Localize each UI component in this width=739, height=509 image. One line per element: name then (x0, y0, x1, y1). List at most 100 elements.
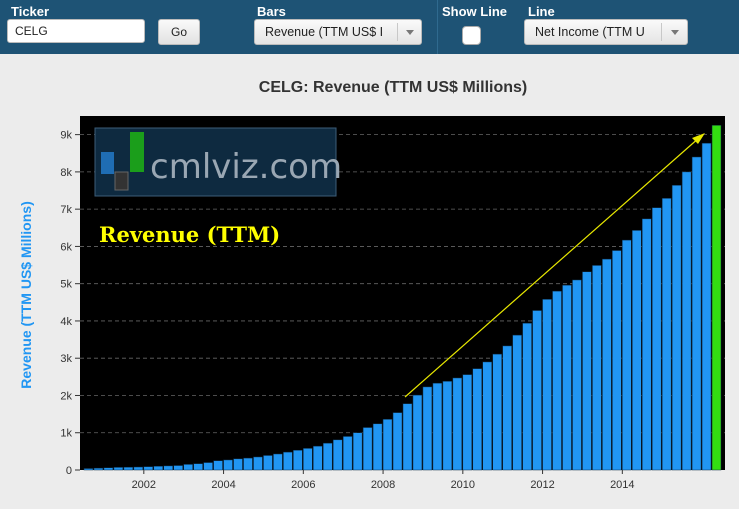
bar (133, 466, 144, 471)
x-tick-label: 2006 (291, 479, 315, 491)
line-select[interactable]: Net Income (TTM U (524, 19, 688, 45)
y-tick-label: 0 (66, 465, 72, 477)
bars-select[interactable]: Revenue (TTM US$ I (254, 19, 422, 45)
bar (661, 198, 672, 471)
chevron-down-icon (406, 30, 414, 35)
y-tick-label: 4k (60, 316, 72, 328)
line-select-value: Net Income (TTM U (535, 25, 645, 39)
bar (313, 445, 323, 471)
bar (651, 207, 662, 471)
bar (153, 466, 163, 471)
bar (432, 382, 443, 471)
bars-label: Bars (257, 4, 286, 19)
ticker-input[interactable] (7, 19, 145, 43)
bar (532, 310, 542, 471)
bar (93, 467, 104, 471)
bar (522, 322, 532, 471)
bar (622, 239, 632, 471)
bar (183, 464, 193, 471)
bar (592, 265, 602, 471)
y-tick-label: 7k (60, 204, 72, 216)
ticker-label: Ticker (11, 4, 50, 19)
x-tick-label: 2004 (211, 479, 235, 491)
bar (691, 156, 702, 471)
bar-latest (711, 125, 722, 471)
bar (342, 436, 353, 471)
x-tick-label: 2012 (530, 479, 554, 491)
bar (362, 427, 373, 471)
show-line-label: Show Line (442, 4, 507, 19)
y-tick-label: 6k (60, 241, 72, 253)
trend-arrow (404, 133, 705, 398)
bar (293, 450, 303, 471)
bar (203, 462, 213, 471)
bar (213, 460, 223, 471)
bar (372, 423, 383, 471)
bar (143, 466, 154, 471)
bar (283, 451, 293, 471)
y-tick-label: 8k (60, 167, 72, 179)
logo-bar-green (130, 132, 144, 172)
bars-select-separator (397, 23, 398, 41)
bar (422, 386, 433, 471)
bar (402, 403, 413, 471)
bar (263, 455, 273, 471)
y-tick-label: 1k (60, 428, 72, 440)
y-tick-label: 3k (60, 353, 72, 365)
y-axis-label: Revenue (TTM US$ Millions) (18, 201, 34, 388)
line-select-separator (661, 23, 662, 41)
bar (681, 171, 692, 471)
bars-group (83, 125, 722, 471)
bar (223, 459, 233, 471)
bar (562, 284, 572, 471)
logo-bar-blue (101, 152, 114, 174)
logo-text: cmlviz.com (150, 147, 342, 187)
y-tick-label: 2k (60, 390, 72, 402)
bar (452, 377, 463, 471)
bar (193, 463, 203, 471)
controls-bar: Ticker Go Bars Revenue (TTM US$ I Show L… (0, 0, 739, 54)
bar (243, 457, 253, 471)
cmlviz-logo: cmlviz.com (94, 127, 342, 197)
bar (253, 456, 263, 471)
go-button[interactable]: Go (158, 19, 200, 45)
bar (512, 334, 522, 471)
revenue-annotation: Revenue (TTM) (99, 222, 280, 247)
bar (163, 465, 173, 471)
x-tick-label: 2008 (371, 479, 395, 491)
bar (103, 467, 114, 471)
bar (572, 279, 582, 471)
chart-title: CELG: Revenue (TTM US$ Millions) (259, 79, 527, 96)
toolbar-divider (437, 0, 438, 54)
bar (442, 381, 453, 471)
bar (303, 448, 313, 471)
bar (671, 185, 682, 471)
x-axis-ticks: 2002 2004 2006 2008 2010 2012 2014 (132, 470, 635, 491)
bar (173, 465, 183, 471)
logo-bar-dark (114, 171, 129, 191)
bar (352, 432, 363, 471)
bar (502, 345, 512, 471)
chevron-down-icon (671, 30, 679, 35)
show-line-checkbox[interactable] (462, 26, 481, 45)
line-label: Line (528, 4, 555, 19)
bar (632, 230, 642, 471)
bars-select-value: Revenue (TTM US$ I (265, 25, 384, 39)
bar (602, 258, 612, 471)
bar (412, 394, 423, 471)
bar (492, 353, 502, 471)
bar (482, 361, 492, 471)
x-tick-label: 2014 (610, 479, 634, 491)
y-tick-label: 9k (60, 130, 72, 142)
bar (83, 468, 94, 471)
x-tick-label: 2002 (132, 479, 156, 491)
bar (273, 453, 283, 471)
bar (323, 442, 333, 471)
bar (582, 271, 592, 471)
bar (123, 466, 134, 471)
bar (552, 290, 562, 471)
y-axis-ticks: 0 1k 2k 3k 4k 5k 6k 7k 8k 9k (60, 130, 80, 477)
y-tick-label: 5k (60, 279, 72, 291)
bar (612, 250, 622, 471)
bar (113, 467, 124, 471)
